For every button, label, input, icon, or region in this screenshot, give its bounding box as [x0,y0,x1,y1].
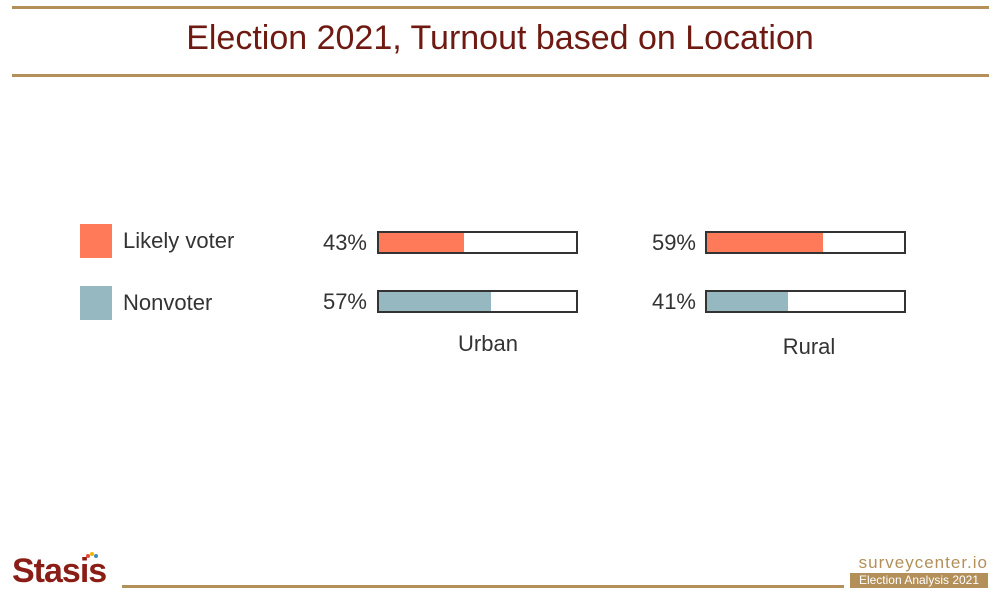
top-rule [12,6,989,9]
brand-name: surveycenter.io [858,553,988,572]
bar-track-urban-nonvoter [377,290,578,313]
footer-rule [122,585,844,588]
data-label-urban-nonvoter: 57% [322,289,367,314]
legend-label-nonvoter: Nonvoter [123,290,213,315]
data-label-urban-likely-voter: 43% [322,230,367,255]
legend-label-likely-voter: Likely voter [123,228,235,253]
title-rule [12,74,989,77]
bar-rural-nonvoter [707,292,788,311]
data-label-rural-nonvoter: 41% [651,289,696,314]
bar-urban-likely-voter [379,233,464,252]
legend-swatch-likely-voter [80,224,112,258]
stasis-logo: Stasis [12,552,107,590]
bar-track-urban-likely-voter [377,231,578,254]
chart-title: Election 2021, Turnout based on Location [186,19,814,57]
legend-swatch-nonvoter [80,286,112,320]
bar-track-rural-likely-voter [705,231,906,254]
logo-dots-icon [86,552,98,560]
data-label-rural-likely-voter: 59% [651,230,696,255]
bar-track-rural-nonvoter [705,290,906,313]
brand-badge: Election Analysis 2021 [850,573,988,588]
category-label-rural: Rural [782,334,836,359]
bar-urban-nonvoter [379,292,492,311]
category-label-urban: Urban [458,331,518,356]
bar-rural-likely-voter [707,233,824,252]
